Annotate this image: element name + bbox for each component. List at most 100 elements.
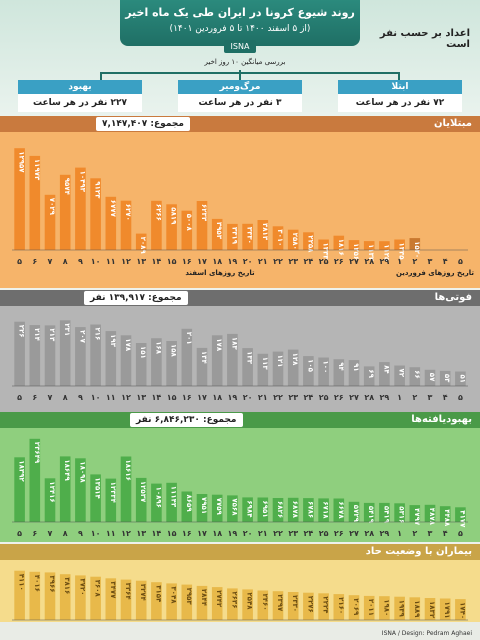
data-label: ۱۸۶۱۶ <box>124 460 132 481</box>
bar <box>59 174 71 250</box>
bar <box>75 327 86 386</box>
chart-deaths: ۲۲۶۵۲۱۴۶۲۱۳۷۲۳۱۸۲۰۷۹۲۱۶۱۰۱۹۳۱۱۱۷۸۱۲۱۵۱۱۳… <box>12 320 468 402</box>
data-label: ۵۴۱۹ <box>367 506 375 524</box>
bar <box>303 232 314 250</box>
data-label: ۶۷۸۶ <box>306 501 314 518</box>
bar <box>135 343 147 386</box>
section-total: مجموع: ۷,۱۴۷,۴۰۷ <box>96 117 190 131</box>
bar <box>105 578 117 620</box>
chart-infections: ۱۲۹۵۷۵۱۱۹۷۳۶۷۰۲۹۷۹۵۷۴۸۱۰۴۹۳۹۹۱۲۳۱۰۶۷۷۷۱۱… <box>12 148 468 266</box>
data-label: ۱۷۸ <box>124 338 132 352</box>
data-label: ۲۳۳۰ <box>291 595 299 612</box>
data-label: ۲۵۸۰ <box>291 233 299 250</box>
data-label: ۴۸۷۸ <box>428 508 436 526</box>
tick-label: ۲۳ <box>288 257 298 266</box>
bar <box>303 498 314 522</box>
data-label: ۱۸۰۹۸ <box>78 461 86 483</box>
data-label: ۱۲۹۵۷ <box>18 151 26 173</box>
bar <box>151 582 162 620</box>
bar <box>44 572 56 620</box>
tick-label: ۱۰ <box>91 393 101 402</box>
bar <box>379 362 390 386</box>
bar <box>196 585 208 620</box>
bar <box>75 575 86 620</box>
bar <box>105 331 117 386</box>
tick-label: ۳ <box>428 393 433 402</box>
data-label: ۲۱۶۰ <box>337 597 345 614</box>
tick-label: ۲۰ <box>243 393 253 402</box>
tick-label: ۱۰ <box>91 257 101 266</box>
data-label: ۷۲ <box>398 369 406 378</box>
bar <box>227 223 238 250</box>
bar <box>44 478 56 522</box>
tick-label: ۲۸ <box>364 529 374 538</box>
tick-label: ۸ <box>63 529 68 538</box>
summary-label: ابتلا <box>338 80 462 94</box>
data-label: ۱۹۳ <box>109 334 117 348</box>
data-label: ۵۱ <box>458 375 466 384</box>
bar <box>151 200 162 250</box>
data-label: ۳۴۷۷ <box>109 581 117 599</box>
tick-label: ۶ <box>32 257 37 266</box>
tick-label: ۲۳ <box>288 393 298 402</box>
bar <box>227 333 238 386</box>
bar <box>318 357 329 386</box>
data-label: ۳۱۵۴ <box>154 585 162 603</box>
bar <box>242 348 253 386</box>
bar <box>287 497 299 522</box>
tick-label: ۱۷ <box>197 257 207 266</box>
data-label: ۱۳۵۱۴ <box>94 477 102 499</box>
agency-tag: ISNA <box>224 40 256 53</box>
tick-label: ۱۱ <box>106 393 116 402</box>
data-label: ۲۲۶ <box>18 325 26 338</box>
data-label: ۱۲۱ <box>276 355 284 368</box>
data-label: ۱۶۸ <box>154 341 162 355</box>
bar <box>379 241 390 250</box>
bar <box>363 595 375 620</box>
data-label: ۱۱۹۷۳ <box>33 159 41 181</box>
data-label: ۳۰۱۰ <box>276 229 284 246</box>
bar <box>75 167 86 250</box>
tick-label: ۱۶ <box>182 393 192 402</box>
section-total: مجموع: ۶,۸۴۶,۲۳۰ نفر <box>130 413 243 427</box>
summary-value: ۷۲ نفر در هر ساعت <box>338 94 462 112</box>
data-label: ۱۸۱۶ <box>337 239 345 256</box>
data-label: ۲۰۶۹ <box>352 598 360 616</box>
tick-label: ۲۰ <box>243 257 253 266</box>
data-label: ۶۲۷۰ <box>124 204 132 221</box>
bar <box>409 505 421 522</box>
bar <box>211 335 223 386</box>
data-label: ۳۳۱۹ <box>230 227 238 245</box>
unit-note: اعداد بر حسب نفر است <box>379 28 470 50</box>
bar <box>439 598 451 620</box>
bar <box>44 325 56 386</box>
bar <box>363 241 375 250</box>
bar <box>120 456 132 522</box>
bar <box>272 351 284 386</box>
data-label: ۱۳۳ <box>246 351 254 365</box>
tick-label: ۱۱ <box>106 257 116 266</box>
tick-label: ۱۵ <box>167 393 177 402</box>
data-label: ۴۷۹۷ <box>413 508 421 526</box>
data-label: ۱۲۳۳۴ <box>109 482 117 504</box>
tick-label: ۹ <box>78 257 83 266</box>
tick-label: ۲۸ <box>364 257 374 266</box>
data-label: ۱۳۳۳ <box>322 243 330 261</box>
data-label: ۲۱۶ <box>94 328 102 341</box>
data-label: ۲۰۸۹ <box>139 237 147 255</box>
data-label: ۱۷۴۰ <box>458 602 466 619</box>
data-label: ۱۰۰ <box>322 361 330 374</box>
bar <box>29 325 41 386</box>
tick-label: ۴ <box>443 529 448 538</box>
bar <box>181 210 193 250</box>
bar <box>135 233 147 250</box>
summary-label: مرگ‌ومیر <box>178 80 302 94</box>
tick-label: ۷ <box>48 529 53 538</box>
section-title: بهبودیافته‌ها <box>411 414 472 425</box>
data-label: ۱۱۳۳ <box>367 244 375 262</box>
bar <box>424 504 436 522</box>
data-label: ۲۲۲۴ <box>322 596 330 614</box>
bar <box>257 590 269 620</box>
data-label: ۳۹۶۶ <box>48 575 56 592</box>
footer <box>0 622 480 640</box>
